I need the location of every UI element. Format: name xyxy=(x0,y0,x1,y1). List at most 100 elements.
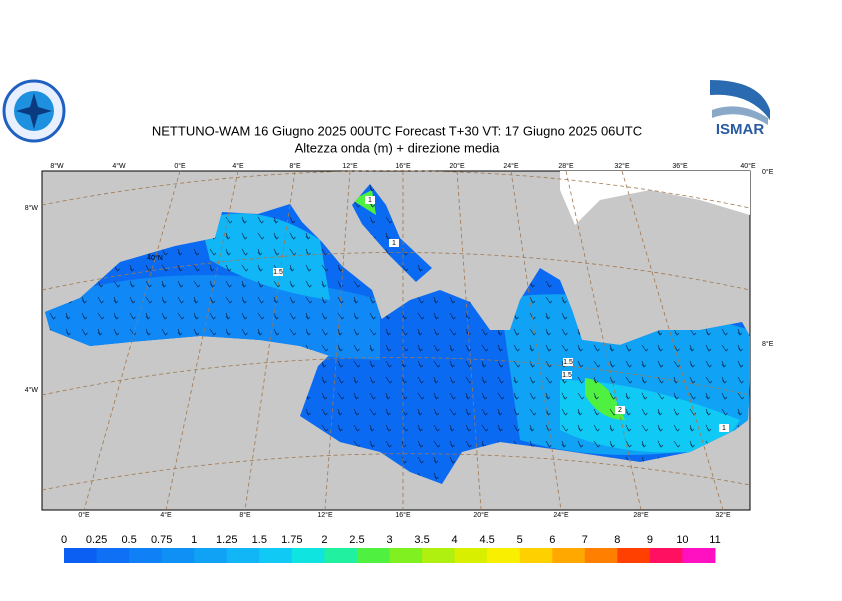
direction-arrow xyxy=(561,328,568,336)
colorbar-box xyxy=(96,548,130,563)
direction-arrow xyxy=(417,296,424,304)
contour-label-bg xyxy=(615,406,625,414)
direction-arrow xyxy=(305,328,311,336)
colorbar-label: 3.5 xyxy=(414,534,429,546)
direction-arrow xyxy=(545,376,553,384)
direction-arrow xyxy=(385,408,391,416)
direction-arrow xyxy=(337,408,343,416)
direction-arrow xyxy=(369,344,375,352)
direction-arrow xyxy=(241,280,247,288)
direction-arrow xyxy=(129,264,135,272)
direction-arrow xyxy=(129,296,136,304)
direction-arrow xyxy=(401,248,408,256)
direction-arrow xyxy=(481,392,488,400)
colorbar-label: 1.5 xyxy=(252,534,267,546)
direction-arrow xyxy=(673,440,681,448)
direction-arrow xyxy=(385,376,393,384)
direction-arrow xyxy=(353,296,359,304)
direction-arrow xyxy=(65,328,71,336)
direction-arrow xyxy=(529,408,537,416)
direction-arrow xyxy=(273,280,281,288)
direction-arrow xyxy=(241,248,248,256)
direction-arrow xyxy=(545,360,552,368)
direction-arrow xyxy=(289,280,295,288)
direction-arrow xyxy=(305,264,312,272)
lon-label: 8°W xyxy=(50,162,64,170)
lon-label: 4°W xyxy=(112,162,126,170)
direction-arrow xyxy=(225,328,231,336)
direction-arrow xyxy=(721,344,729,352)
direction-arrow xyxy=(177,264,183,272)
direction-arrow xyxy=(433,456,439,464)
direction-arrow xyxy=(625,360,632,368)
direction-arrow xyxy=(689,328,697,336)
direction-arrow xyxy=(529,376,536,384)
direction-arrow xyxy=(353,344,360,352)
direction-arrow xyxy=(561,424,569,432)
direction-arrow xyxy=(433,472,439,480)
direction-arrow xyxy=(177,296,184,304)
direction-arrow xyxy=(353,280,361,288)
direction-arrow xyxy=(113,296,119,304)
direction-arrow xyxy=(545,344,552,352)
direction-arrow xyxy=(257,248,263,256)
logo-right: ISMAR xyxy=(710,79,770,141)
lon-label: 4°E xyxy=(232,162,244,170)
direction-arrow xyxy=(465,344,472,352)
lat-label: 8°E xyxy=(762,340,774,348)
direction-arrow xyxy=(257,280,264,288)
direction-arrow xyxy=(721,376,727,384)
logo-text: ISMAR xyxy=(716,121,765,138)
colorbar-label: 0.25 xyxy=(86,534,107,546)
direction-arrow xyxy=(353,200,361,208)
direction-arrow xyxy=(481,328,488,336)
lon-label: 28°E xyxy=(633,511,649,519)
direction-arrow xyxy=(433,424,440,432)
direction-arrow xyxy=(417,264,423,272)
direction-arrow xyxy=(369,296,376,304)
colorbar-label: 7 xyxy=(582,534,588,546)
direction-arrow xyxy=(705,344,712,352)
direction-arrow xyxy=(593,408,600,416)
direction-arrow xyxy=(289,264,295,272)
direction-arrow xyxy=(513,392,519,400)
direction-arrow xyxy=(193,296,199,304)
direction-arrow xyxy=(513,360,521,368)
lon-label: 20°E xyxy=(449,162,465,170)
contour-label-bg xyxy=(562,371,572,379)
direction-arrow xyxy=(97,328,103,336)
colorbar-box xyxy=(617,548,651,563)
direction-arrow xyxy=(737,328,743,336)
direction-arrow xyxy=(481,344,489,352)
direction-arrow xyxy=(625,376,633,384)
direction-arrow xyxy=(657,360,664,368)
direction-arrow xyxy=(305,280,312,288)
direction-arrow xyxy=(449,360,455,368)
contour-label: 1 xyxy=(392,240,396,247)
subtitle: Altezza onda (m) + direzione media xyxy=(295,140,501,155)
direction-arrow xyxy=(593,376,599,384)
direction-arrow xyxy=(97,280,104,288)
direction-arrow xyxy=(657,424,663,432)
direction-arrow xyxy=(353,312,359,320)
direction-arrow xyxy=(129,312,136,320)
direction-arrow xyxy=(129,328,137,336)
direction-arrow xyxy=(369,328,377,336)
direction-arrow xyxy=(305,312,311,320)
direction-arrow xyxy=(369,424,375,432)
colorbar-label: 1.25 xyxy=(216,534,237,546)
direction-arrow xyxy=(113,328,120,336)
direction-arrow xyxy=(257,312,265,320)
direction-arrow xyxy=(241,264,249,272)
direction-arrow xyxy=(433,296,439,304)
direction-arrow xyxy=(145,328,151,336)
direction-arrow xyxy=(481,360,487,368)
direction-arrow xyxy=(465,424,472,432)
direction-arrow xyxy=(257,296,264,304)
direction-arrow xyxy=(433,392,439,400)
direction-arrow xyxy=(209,280,215,288)
direction-arrow xyxy=(417,328,423,336)
direction-arrow xyxy=(337,360,344,368)
direction-arrow xyxy=(433,344,440,352)
